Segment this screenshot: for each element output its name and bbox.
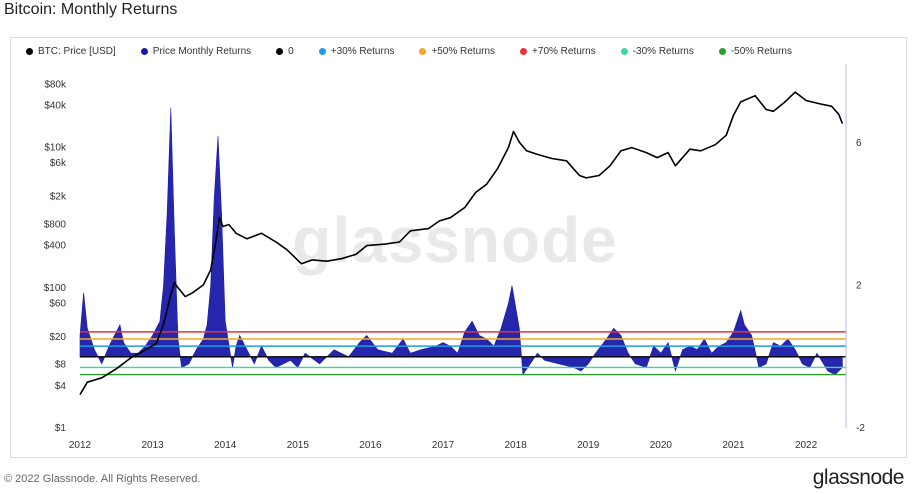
chart-title: Bitcoin: Monthly Returns	[4, 1, 178, 18]
y-left-tick-label: $8	[55, 360, 67, 371]
y-left-tick-label: $4	[55, 381, 67, 392]
legend-label: +70% Returns	[532, 46, 596, 57]
returns-area	[79, 107, 843, 376]
legend-label: Price Monthly Returns	[152, 46, 252, 57]
legend-marker-icon	[318, 48, 326, 55]
legend-item[interactable]: Price Monthly Returns	[140, 46, 252, 57]
x-tick-label: 2013	[141, 440, 164, 451]
y-right-tick-label: 2	[856, 281, 862, 292]
copyright-text: © 2022 Glassnode. All Rights Reserved.	[4, 473, 201, 485]
legend-label: BTC: Price [USD]	[38, 46, 116, 57]
legend-label: -50% Returns	[730, 46, 792, 57]
y-right-tick-label: 6	[856, 138, 862, 149]
y-left-tick-label: $2k	[50, 192, 67, 203]
legend-marker-icon	[140, 48, 148, 55]
y-left-tick-label: $400	[44, 241, 67, 252]
returns-series	[79, 107, 843, 376]
legend-item[interactable]: -50% Returns	[718, 46, 792, 57]
legend-marker-icon	[520, 48, 528, 55]
y-right-tick-label: -2	[856, 423, 865, 434]
y-left-tick-label: $1	[55, 423, 67, 434]
legend-item[interactable]: +50% Returns	[419, 46, 495, 57]
y-axis-left: $80k $40k $10k $6k $2k $800 $400 $100 $60 $20 $8 $4…	[44, 79, 67, 434]
legend-marker-icon	[419, 48, 427, 55]
price-series	[79, 91, 844, 396]
y-left-tick-label: $800	[44, 220, 67, 231]
chart-legend: BTC: Price [USD] Price Monthly Returns 0 +3…	[26, 46, 817, 57]
y-left-tick-label: $60	[49, 298, 66, 309]
reference-lines	[80, 331, 846, 376]
x-tick-label: 2022	[795, 440, 818, 451]
chart-frame	[10, 37, 907, 458]
legend-item[interactable]: -30% Returns	[620, 46, 694, 57]
y-left-tick-label: $6k	[50, 158, 67, 169]
legend-marker-icon	[718, 48, 726, 55]
x-tick-label: 2016	[359, 440, 382, 451]
y-left-tick-label: $10k	[44, 143, 67, 154]
y-axis-right: 6 2 -2	[845, 64, 865, 434]
legend-item[interactable]: BTC: Price [USD]	[26, 46, 116, 57]
price-line	[79, 91, 844, 396]
x-tick-label: 2014	[214, 440, 237, 451]
x-tick-label: 2012	[69, 440, 92, 451]
y-left-tick-label: $40k	[44, 100, 67, 111]
legend-item[interactable]: +30% Returns	[318, 46, 395, 57]
legend-label: -30% Returns	[632, 46, 694, 57]
y-left-tick-label: $100	[44, 283, 67, 294]
y-left-tick-label: $20	[49, 332, 66, 343]
x-tick-label: 2017	[432, 440, 455, 451]
legend-marker-icon	[26, 48, 33, 55]
legend-marker-icon	[276, 48, 284, 55]
x-axis: 2012 2013 2014 2015 2016 2017 2018 2019 2020 2021…	[69, 440, 818, 451]
legend-marker-icon	[620, 48, 628, 55]
legend-label: 0	[288, 46, 294, 57]
legend-item[interactable]: 0	[276, 46, 294, 57]
legend-item[interactable]: +70% Returns	[520, 46, 596, 57]
x-tick-label: 2021	[722, 440, 745, 451]
x-tick-label: 2020	[650, 440, 673, 451]
x-tick-label: 2019	[577, 440, 600, 451]
x-tick-label: 2015	[287, 440, 310, 451]
brand-logo-text: glassnode	[812, 466, 905, 489]
x-tick-label: 2018	[505, 440, 528, 451]
y-left-tick-label: $80k	[44, 79, 67, 90]
watermark-text: glassnode	[292, 204, 618, 276]
legend-label: +50% Returns	[431, 46, 496, 57]
legend-label: +30% Returns	[330, 46, 395, 57]
